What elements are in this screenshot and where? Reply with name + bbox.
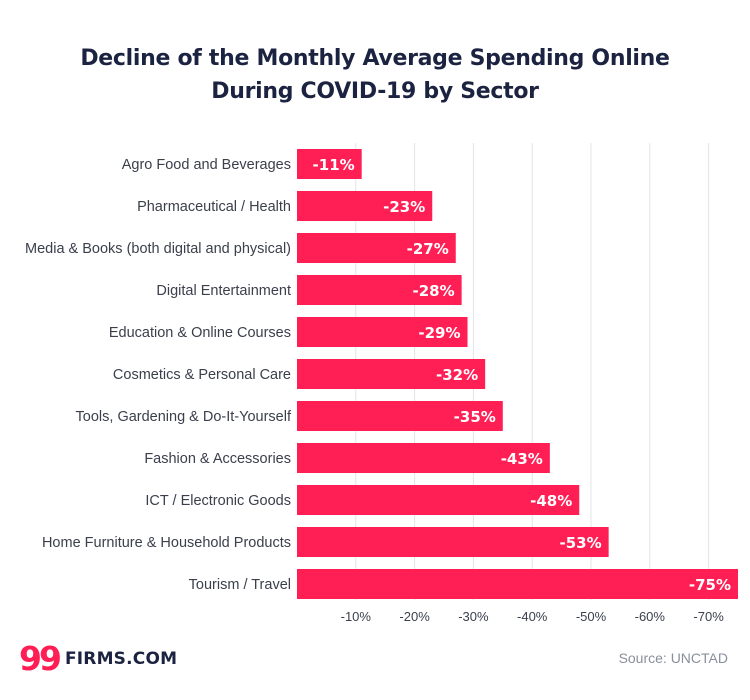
brand-name: FIRMS.COM <box>64 649 178 669</box>
bar <box>297 527 609 557</box>
category-label: ICT / Electronic Goods <box>145 493 291 509</box>
category-label: Agro Food and Beverages <box>122 157 291 173</box>
bar-value-label: -32% <box>436 366 478 384</box>
category-label: Cosmetics & Personal Care <box>113 367 291 383</box>
bar-value-label: -11% <box>313 156 355 174</box>
category-label: Tools, Gardening & Do-It-Yourself <box>76 409 292 425</box>
bar-value-label: -75% <box>689 576 731 594</box>
category-label: Tourism / Travel <box>189 577 291 593</box>
bar <box>297 359 486 389</box>
bar <box>297 191 433 221</box>
bar-chart: -11% -23% -27% -28% -29% -32% -35% -43% -48% -53%… <box>25 143 738 624</box>
category-label: Education & Online Courses <box>109 325 291 341</box>
category-label: Fashion & Accessories <box>144 451 291 467</box>
category-label: Digital Entertainment <box>156 283 291 299</box>
chart-title: Decline of the Monthly Average Spending … <box>0 42 750 108</box>
bar-value-label: -43% <box>501 450 543 468</box>
bar <box>297 569 738 599</box>
x-tick-label: -70% <box>693 609 724 624</box>
bar-value-label: -28% <box>412 282 454 300</box>
bar <box>297 401 503 431</box>
bar <box>297 275 462 305</box>
x-tick-label: -60% <box>635 609 666 624</box>
brand-mark: 99 <box>19 639 62 678</box>
bar-value-label: -35% <box>454 408 496 426</box>
x-tick-label: -20% <box>399 609 430 624</box>
category-label: Pharmaceutical / Health <box>137 199 291 215</box>
x-tick-label: -50% <box>576 609 607 624</box>
bar <box>297 149 362 179</box>
bar <box>297 317 468 347</box>
x-tick-label: -30% <box>458 609 489 624</box>
bar-value-label: -53% <box>559 534 601 552</box>
chart-title-line-1: Decline of the Monthly Average Spending … <box>80 46 670 71</box>
x-tick-label: -10% <box>341 609 372 624</box>
category-label: Media & Books (both digital and physical… <box>25 241 291 257</box>
bar-value-label: -27% <box>407 240 449 258</box>
x-axis-tick-labels: -10% -20% -30% -40% -50% -60% -70% <box>341 609 725 624</box>
x-tick-label: -40% <box>517 609 548 624</box>
bar <box>297 233 456 263</box>
source-note: Source: UNCTAD <box>618 650 728 666</box>
category-label: Home Furniture & Household Products <box>42 535 291 551</box>
bar <box>297 485 580 515</box>
bar-value-label: -29% <box>418 324 460 342</box>
brand-logo: 99 FIRMS.COM <box>19 641 177 677</box>
bars: -11% -23% -27% -28% -29% -32% -35% -43% -48% -53%… <box>297 149 738 599</box>
bar-value-label: -48% <box>530 492 572 510</box>
bar <box>297 443 550 473</box>
chart-title-line-2: During COVID-19 by Sector <box>211 79 539 104</box>
category-labels: Agro Food and Beverages Pharmaceutical / … <box>25 157 292 593</box>
bar-value-label: -23% <box>383 198 425 216</box>
